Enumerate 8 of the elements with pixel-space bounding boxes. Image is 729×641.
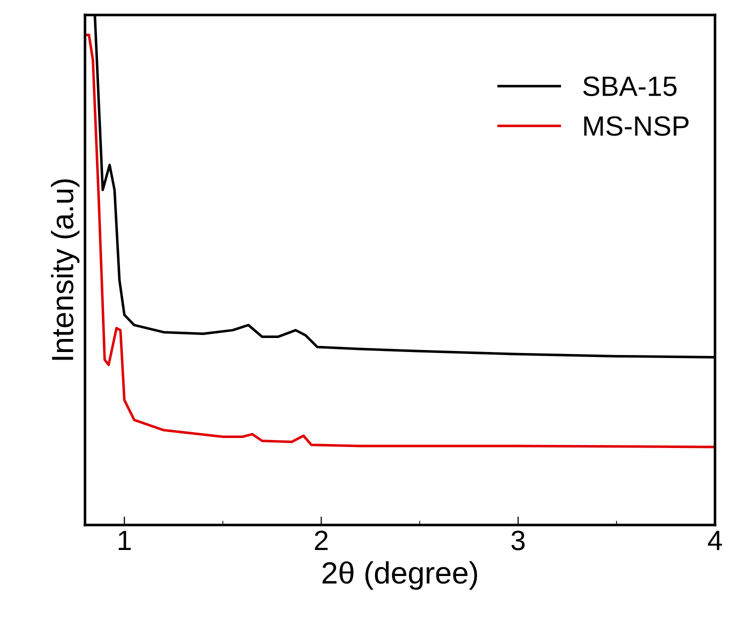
legend-label: SBA-15	[583, 76, 677, 96]
x-tick-label: 1	[118, 530, 131, 550]
x-tick-label: 4	[708, 530, 722, 550]
x-axis-title: 2θ (degree)	[322, 561, 478, 590]
y-axis-title: Intensity (a.u)	[50, 179, 80, 360]
legend-label: MS-NSP	[584, 116, 689, 136]
x-tick-label: 3	[511, 530, 525, 550]
x-tick-label: 2	[314, 530, 328, 550]
